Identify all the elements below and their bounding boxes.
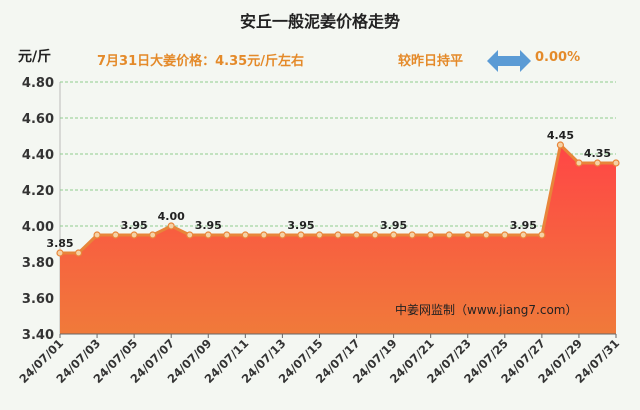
data-label: 3.95 <box>510 219 537 232</box>
data-point <box>556 141 565 149</box>
data-point <box>612 159 620 167</box>
data-point <box>278 231 286 239</box>
data-point <box>593 159 602 167</box>
data-point <box>204 231 212 239</box>
y-tick-label: 3.80 <box>22 256 54 271</box>
y-tick-label: 4.20 <box>22 184 54 199</box>
data-label: 3.95 <box>121 219 148 232</box>
data-label: 4.45 <box>547 129 574 142</box>
data-point <box>501 231 509 239</box>
data-label: 4.35 <box>584 147 611 160</box>
data-point <box>464 231 472 239</box>
data-point <box>427 231 435 239</box>
data-label: 3.85 <box>46 237 73 250</box>
price-area <box>60 145 616 334</box>
data-point <box>260 231 268 239</box>
chart-title: 安丘一般泥姜价格走势 <box>239 12 400 31</box>
data-point <box>315 231 324 239</box>
data-point <box>334 231 342 239</box>
latest-price-note: 7月31日大姜价格：4.35元/斤左右 <box>97 54 304 69</box>
y-tick-label: 3.40 <box>22 328 54 343</box>
y-tick-label: 4.40 <box>22 148 54 163</box>
data-point <box>186 231 194 239</box>
data-point <box>167 222 175 230</box>
data-point <box>74 249 83 257</box>
y-axis: 4.80 4.60 4.40 4.20 4.00 3.80 3.60 3.40 <box>22 76 54 343</box>
data-point <box>111 231 120 239</box>
data-point <box>519 231 527 239</box>
compare-note: 较昨日持平 <box>398 54 464 69</box>
data-point <box>390 231 398 239</box>
price-change-percent: 0.00% <box>535 50 581 65</box>
data-point <box>408 231 416 239</box>
data-label: 4.00 <box>158 210 185 223</box>
data-point <box>482 231 490 239</box>
data-labels: 3.85 3.95 4.00 3.95 3.95 3.95 3.95 4.45 4.35 <box>46 129 611 250</box>
y-axis-unit: 元/斤 <box>18 49 52 65</box>
data-label: 3.95 <box>287 219 314 232</box>
data-point <box>371 231 379 239</box>
source-watermark: 中姜网监制（www.jiang7.com） <box>395 303 578 317</box>
y-tick-label: 4.00 <box>22 220 54 235</box>
data-label: 3.95 <box>380 219 407 232</box>
y-tick-label: 4.80 <box>22 76 54 91</box>
data-point <box>538 231 546 239</box>
data-point <box>56 249 64 257</box>
data-point <box>241 231 249 239</box>
data-point <box>445 231 453 239</box>
x-axis: 24/07/0124/07/0324/07/0524/07/0724/07/09… <box>16 333 622 386</box>
data-point <box>575 159 583 167</box>
data-point <box>149 231 157 239</box>
data-point <box>297 231 305 239</box>
data-point <box>352 231 361 239</box>
y-tick-label: 4.60 <box>22 112 54 127</box>
data-point <box>130 231 138 239</box>
y-tick-label: 3.60 <box>22 292 54 307</box>
data-points <box>56 141 620 257</box>
double-arrow-icon <box>487 49 531 73</box>
data-point <box>93 231 101 239</box>
data-label: 3.95 <box>195 219 222 232</box>
data-point <box>223 231 231 239</box>
